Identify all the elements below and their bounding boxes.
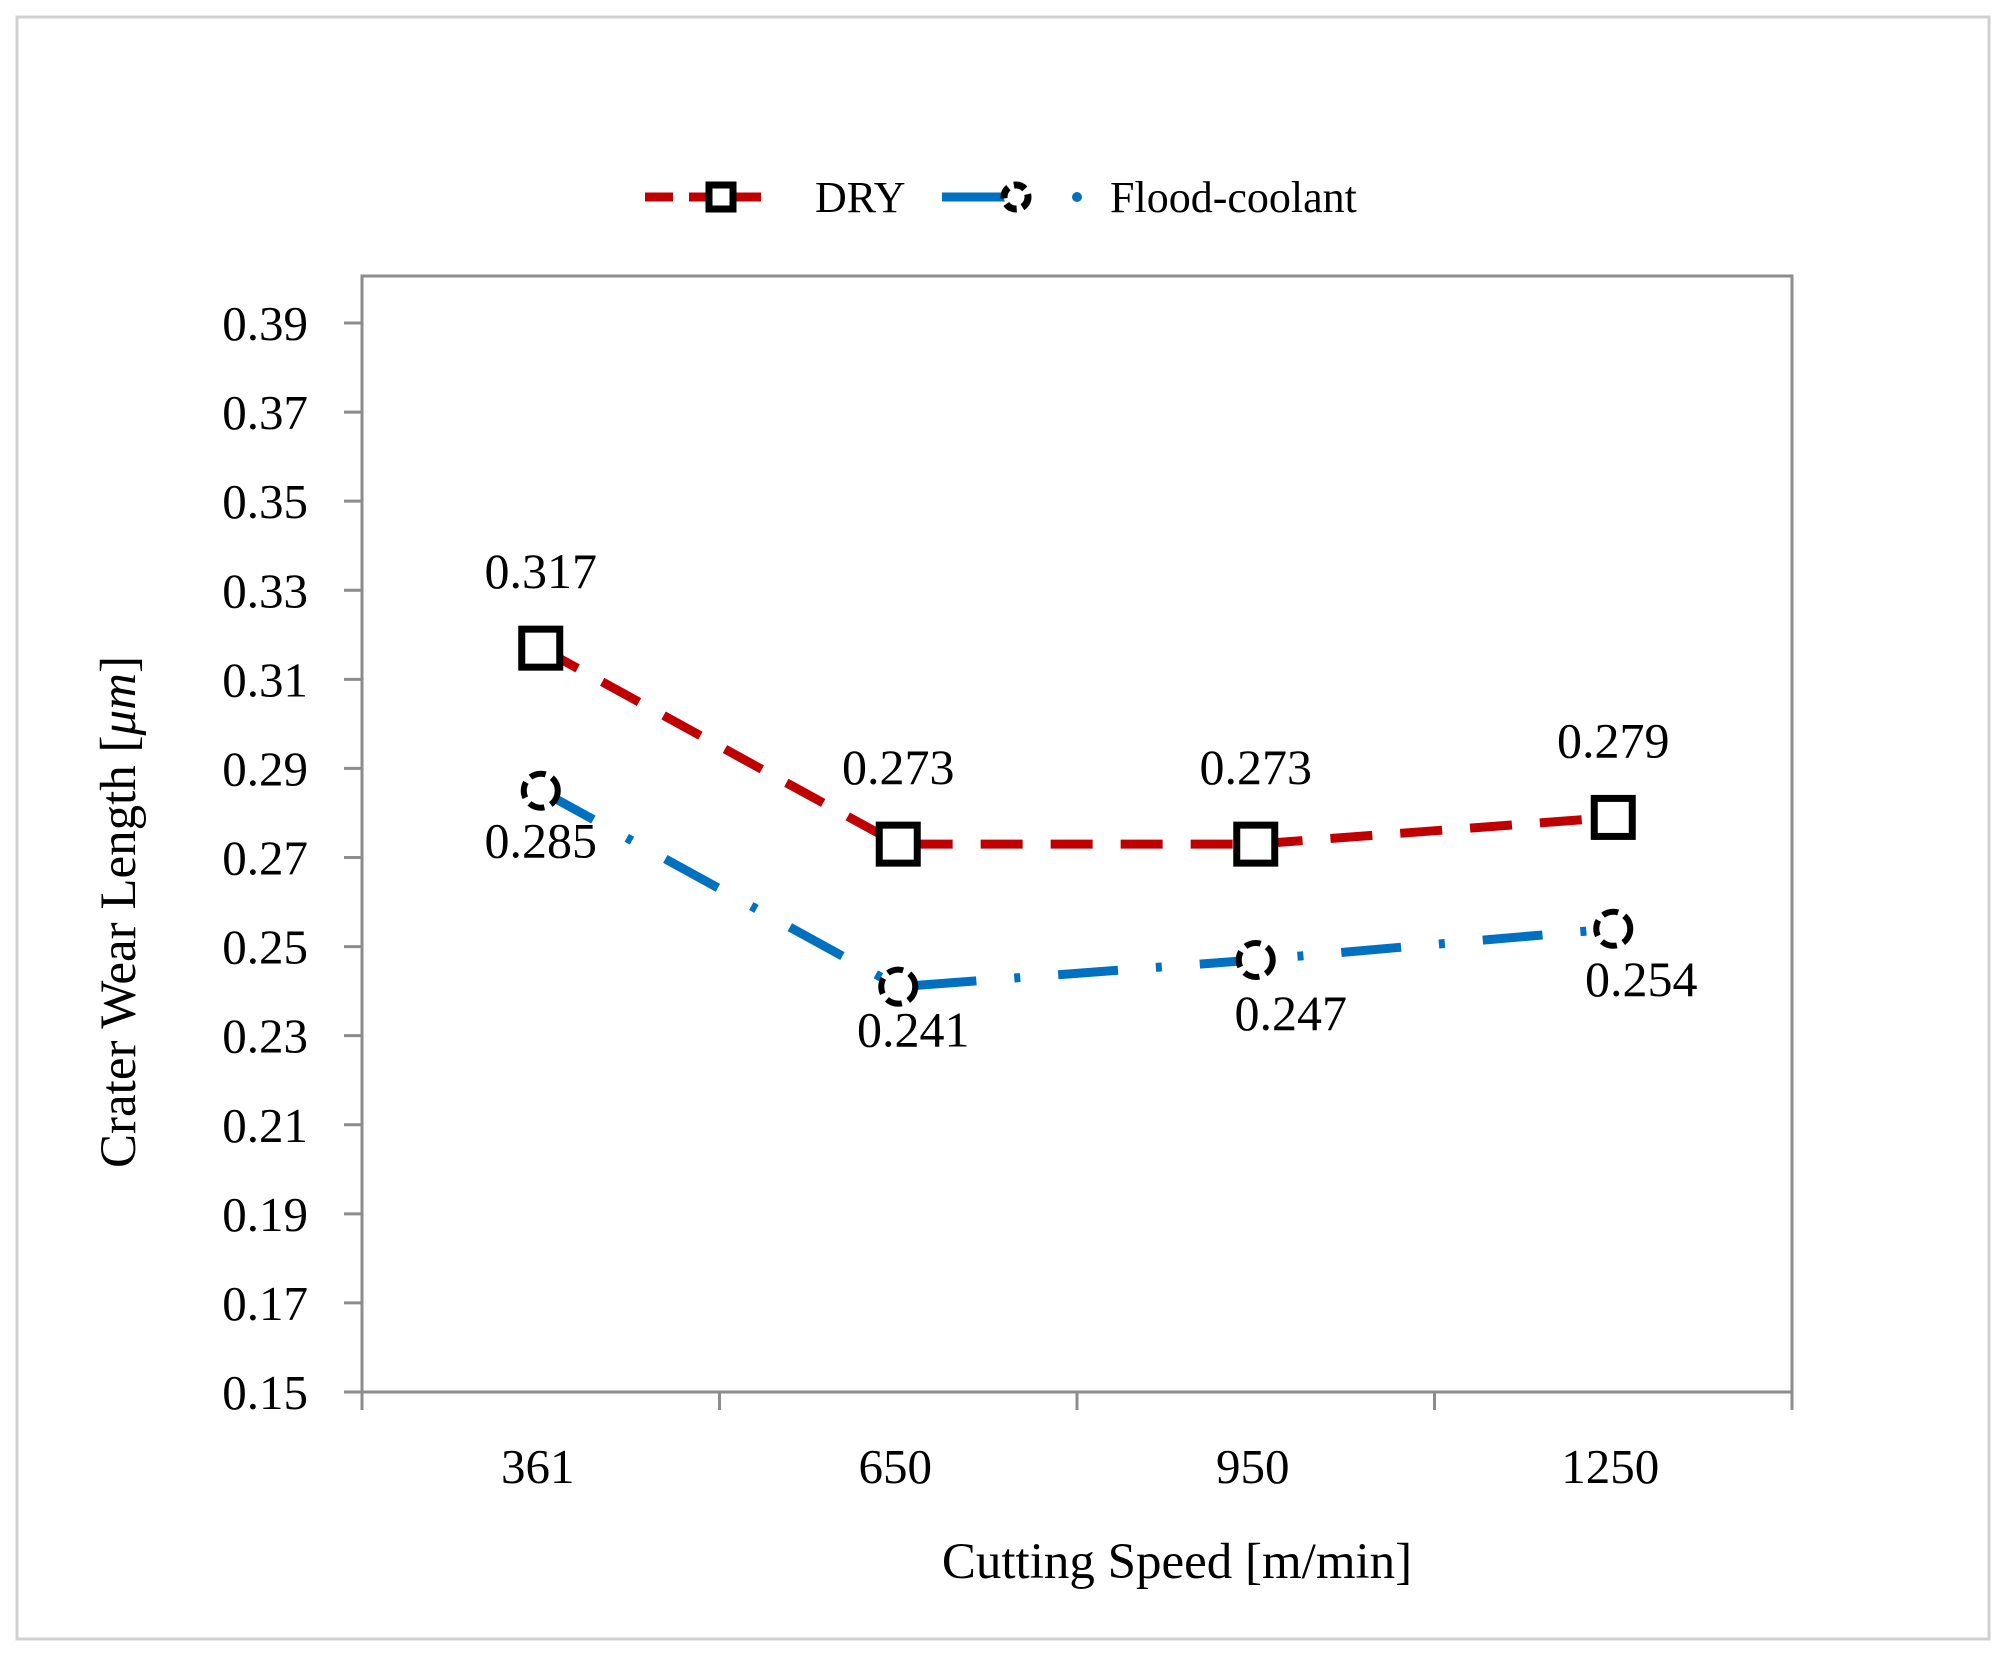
y-tick-label: 0.29 (222, 741, 308, 796)
series-markers (518, 625, 1636, 1007)
y-axis-title-prefix: Crater Wear Length [ (91, 735, 147, 1168)
y-axis-title-suffix: ] (91, 656, 147, 673)
x-tick-label: 950 (1216, 1439, 1290, 1494)
data-label: 0.285 (485, 813, 598, 869)
data-point-marker (1233, 821, 1279, 867)
y-axis: 0.15 0.17 0.19 0.21 0.23 0.25 0.27 0.29 0.31 0.33… (222, 296, 362, 1420)
data-point-marker (1590, 794, 1636, 840)
legend-flood-label: Flood-coolant (1110, 173, 1357, 222)
legend: DRY Flood-coolant (645, 173, 1357, 222)
y-axis-title: Crater Wear Length [μm] (91, 656, 147, 1168)
data-label: 0.273 (1200, 739, 1313, 795)
y-tick-label: 0.35 (222, 474, 308, 529)
legend-flood-marker (1000, 181, 1032, 213)
x-tick-label: 650 (859, 1439, 933, 1494)
data-point-marker (520, 770, 561, 811)
data-point-marker (518, 625, 564, 671)
x-tick-label: 1250 (1561, 1439, 1659, 1494)
series-lines (538, 644, 1614, 992)
data-label: 0.247 (1235, 985, 1348, 1041)
y-tick-label: 0.19 (222, 1187, 308, 1242)
data-point-marker (1235, 939, 1276, 980)
data-label: 0.279 (1557, 712, 1670, 768)
y-tick-label: 0.37 (222, 385, 308, 440)
y-tick-label: 0.23 (222, 1009, 308, 1064)
chart-frame (15, 15, 1991, 1641)
legend-dry-marker (705, 181, 737, 213)
data-label: 0.241 (857, 1002, 970, 1058)
data-label: 0.273 (842, 739, 955, 795)
legend-flood-dot (1072, 192, 1082, 202)
data-point-marker (875, 821, 921, 867)
data-label: 0.317 (485, 543, 598, 599)
data-point-marker (1593, 908, 1634, 949)
y-tick-label: 0.17 (222, 1276, 308, 1331)
x-axis-title: Cutting Speed [m/min] (942, 1534, 1412, 1590)
legend-dry-label: DRY (815, 173, 905, 222)
series-line-flood-coolant (538, 786, 1614, 992)
y-tick-label: 0.27 (222, 831, 308, 886)
x-tick-label: 361 (501, 1439, 575, 1494)
y-tick-label: 0.31 (222, 652, 308, 707)
y-tick-label: 0.15 (222, 1365, 308, 1420)
x-axis: 361 650 950 1250 (360, 1392, 1794, 1494)
y-tick-label: 0.25 (222, 920, 308, 975)
data-label: 0.254 (1585, 951, 1698, 1007)
data-point-marker (878, 966, 919, 1007)
series-line-dry (538, 644, 1614, 849)
y-axis-title-unit: μm (91, 673, 147, 736)
y-tick-label: 0.39 (222, 296, 308, 351)
y-tick-label: 0.33 (222, 563, 308, 618)
data-labels: 0.317 0.273 0.273 0.279 0.285 0.241 0.247 0.254 (485, 543, 1698, 1058)
y-tick-label: 0.21 (222, 1098, 308, 1153)
